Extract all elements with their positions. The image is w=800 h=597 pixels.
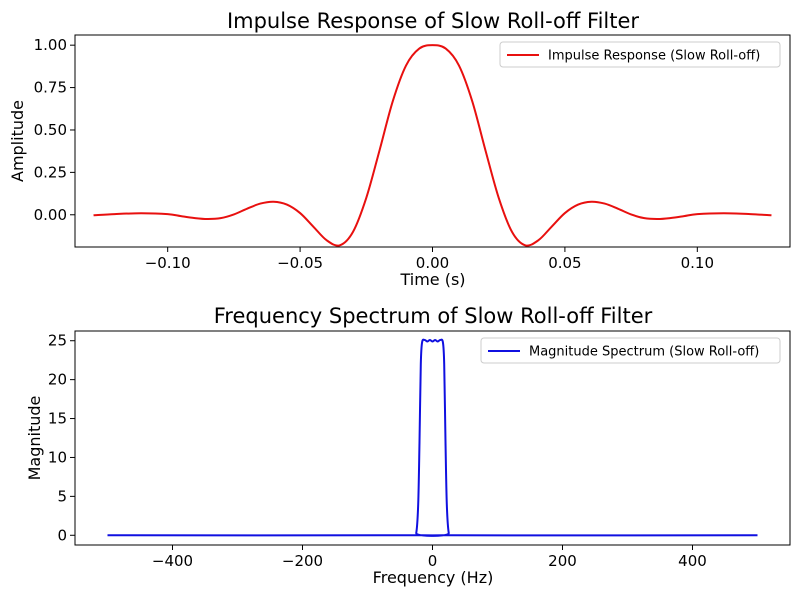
spectrum-y-tick-label: 25: [48, 332, 67, 350]
impulse-series-line: [93, 44, 772, 247]
impulse-chart-title: Impulse Response of Slow Roll-off Filter: [227, 9, 639, 33]
spectrum-series-line: [107, 338, 758, 537]
spectrum-legend: Magnitude Spectrum (Slow Roll-off): [480, 337, 781, 364]
impulse-y-tick-label: 0.00: [34, 206, 67, 224]
spectrum-x-tick-label: 200: [548, 552, 577, 570]
impulse-y-tick-label: 1.00: [34, 36, 67, 54]
impulse-x-ticks: −0.10 −0.05 0.00 0.05 0.10: [145, 247, 714, 272]
impulse-y-tick-label: 0.25: [34, 163, 67, 181]
spectrum-x-tick-label: −400: [152, 552, 193, 570]
spectrum-x-ticks: −400 −200 0 200 400: [152, 545, 707, 570]
impulse-x-tick-label: 0.00: [416, 254, 449, 272]
impulse-legend-box: [499, 41, 781, 68]
impulse-x-tick-label: 0.10: [681, 254, 714, 272]
spectrum-x-axis-label: Frequency (Hz): [373, 568, 494, 587]
spectrum-legend-label: Magnitude Spectrum (Slow Roll-off): [529, 345, 759, 360]
spectrum-y-tick-label: 5: [57, 487, 67, 505]
impulse-x-tick-label: −0.05: [277, 254, 323, 272]
impulse-y-tick-label: 0.50: [34, 121, 67, 139]
spectrum-y-tick-label: 15: [48, 410, 67, 428]
impulse-series: [93, 44, 772, 247]
spectrum-y-tick-label: 0: [57, 526, 67, 544]
spectrum-chart-title: Frequency Spectrum of Slow Roll-off Filt…: [214, 304, 653, 328]
impulse-response-plot: Impulse Response of Slow Roll-off Filter…: [8, 9, 791, 289]
impulse-y-axis-label: Amplitude: [8, 100, 27, 182]
frequency-spectrum-plot: Frequency Spectrum of Slow Roll-off Filt…: [25, 304, 791, 587]
impulse-x-axis-label: Time (s): [399, 270, 465, 289]
impulse-legend: Impulse Response (Slow Roll-off): [499, 41, 781, 68]
spectrum-y-tick-label: 10: [48, 448, 67, 466]
spectrum-y-ticks: 0 5 10 15 20 25: [48, 332, 75, 544]
spectrum-y-tick-label: 20: [48, 371, 67, 389]
impulse-x-tick-label: 0.05: [548, 254, 581, 272]
impulse-legend-label: Impulse Response (Slow Roll-off): [548, 49, 760, 64]
impulse-x-tick-label: −0.10: [145, 254, 191, 272]
spectrum-x-tick-label: 0: [428, 552, 438, 570]
impulse-y-ticks: 0.00 0.25 0.50 0.75 1.00: [34, 36, 75, 224]
spectrum-legend-box: [480, 337, 781, 364]
spectrum-x-tick-label: 400: [678, 552, 707, 570]
spectrum-x-tick-label: −200: [282, 552, 323, 570]
spectrum-series: [107, 338, 758, 537]
impulse-y-tick-label: 0.75: [34, 79, 67, 97]
spectrum-y-axis-label: Magnitude: [25, 396, 44, 481]
